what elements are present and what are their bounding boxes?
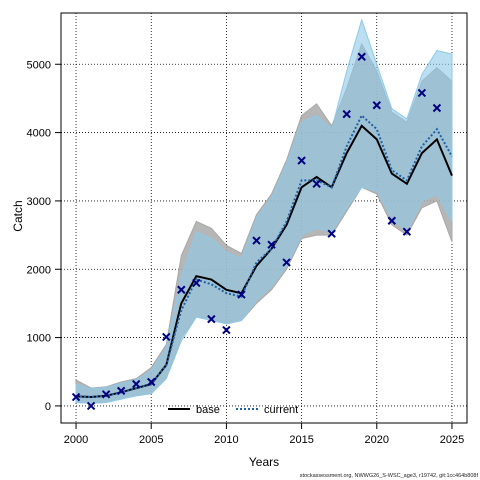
- observed-point-stroke: [327, 229, 336, 238]
- observed-point: [282, 258, 291, 267]
- y-axis: 0 1000 2000 3000 4000 5000: [27, 59, 61, 413]
- observed-point-stroke: [387, 216, 397, 225]
- observed-point: [101, 390, 111, 399]
- observed-point: [162, 332, 171, 342]
- x-axis-title: Years: [249, 455, 279, 469]
- observed-point: [116, 386, 126, 396]
- observed-point-stroke: [282, 258, 291, 267]
- observed-points: [71, 52, 442, 411]
- y-tick-label: 0: [45, 401, 51, 413]
- observed-point-stroke: [357, 52, 366, 61]
- observed-point-stroke: [312, 179, 321, 189]
- observed-point: [207, 314, 216, 324]
- observed-point: [402, 227, 412, 236]
- observed-point-stroke: [147, 377, 156, 387]
- observed-point: [192, 278, 201, 288]
- observed-point: [267, 240, 276, 249]
- observed-point: [432, 103, 442, 113]
- observed-point-stroke: [267, 240, 276, 249]
- x-tick-label: 2025: [440, 434, 464, 446]
- observed-point: [372, 101, 381, 110]
- observed-point: [387, 216, 397, 225]
- x-tick-label: 2015: [289, 434, 313, 446]
- x-tick-label: 2005: [139, 434, 163, 446]
- observed-point: [86, 401, 96, 411]
- observed-point-stroke: [86, 401, 96, 411]
- observed-point-stroke: [237, 290, 246, 299]
- observed-point-stroke: [417, 88, 427, 98]
- observed-point: [297, 156, 306, 165]
- observed-point-stroke: [71, 392, 81, 402]
- observed-point: [222, 325, 231, 335]
- legend-current-label: current: [264, 404, 298, 416]
- legend: base current: [168, 404, 298, 416]
- y-tick-label: 4000: [27, 128, 51, 140]
- observed-point: [357, 52, 366, 61]
- observed-point-stroke: [252, 236, 261, 245]
- observed-point: [417, 88, 427, 98]
- observed-point-stroke: [297, 156, 306, 165]
- observed-point: [147, 377, 156, 387]
- observed-point-stroke: [372, 101, 381, 110]
- observed-point: [237, 290, 246, 299]
- observed-point: [71, 392, 81, 402]
- observed-point: [342, 109, 351, 119]
- band-current: [75, 18, 453, 404]
- x-tick-label: 2020: [365, 434, 389, 446]
- observed-point-stroke: [162, 332, 171, 342]
- plot-frame: [60, 12, 468, 424]
- observed-point-stroke: [101, 390, 111, 399]
- observed-point-stroke: [177, 285, 186, 294]
- observed-point-stroke: [131, 379, 141, 389]
- observed-point: [131, 379, 141, 389]
- y-tick-label: 3000: [27, 196, 51, 208]
- observed-point: [252, 236, 261, 245]
- footer-note: stockassessment.org, NWWG26_S-WSC_age3, …: [300, 473, 479, 479]
- observed-point: [177, 285, 186, 294]
- observed-point-stroke: [192, 278, 201, 288]
- observed-point-stroke: [402, 227, 412, 236]
- x-axis: 2000 2005 2010 2015 2020 2025: [64, 423, 464, 446]
- uncertainty-bands: [75, 18, 453, 404]
- y-tick-label: 1000: [27, 333, 51, 345]
- observed-point-stroke: [432, 103, 442, 113]
- observed-point-stroke: [222, 325, 231, 335]
- y-axis-title: Catch: [11, 200, 25, 231]
- observed-point-stroke: [116, 386, 126, 396]
- observed-point: [327, 229, 336, 238]
- line-current: [75, 113, 453, 399]
- y-tick-label: 2000: [27, 264, 51, 276]
- observed-point: [312, 179, 321, 189]
- observed-point-stroke: [342, 109, 351, 119]
- x-tick-label: 2000: [64, 434, 88, 446]
- y-tick-label: 5000: [27, 59, 51, 71]
- observed-point-stroke: [207, 314, 216, 324]
- legend-base-label: base: [196, 404, 220, 416]
- x-tick-label: 2010: [214, 434, 238, 446]
